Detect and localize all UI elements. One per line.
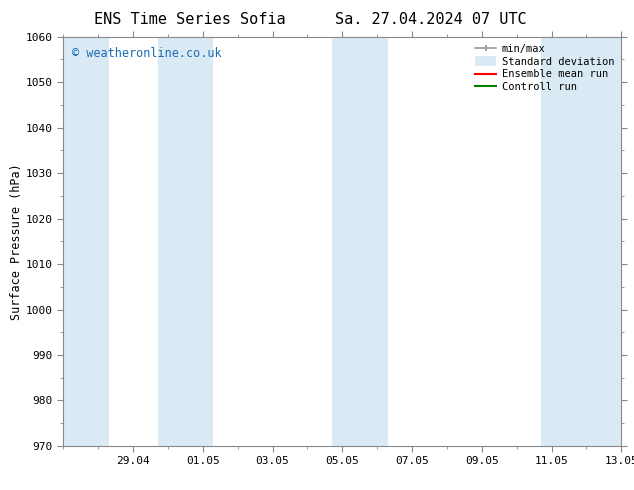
- Bar: [157, 37, 213, 446]
- Text: Sa. 27.04.2024 07 UTC: Sa. 27.04.2024 07 UTC: [335, 12, 527, 27]
- Bar: [541, 37, 621, 446]
- Legend: min/max, Standard deviation, Ensemble mean run, Controll run: min/max, Standard deviation, Ensemble me…: [474, 42, 616, 94]
- Y-axis label: Surface Pressure (hPa): Surface Pressure (hPa): [10, 163, 23, 319]
- Bar: [63, 37, 109, 446]
- Bar: [332, 37, 388, 446]
- Text: © weatheronline.co.uk: © weatheronline.co.uk: [72, 47, 221, 60]
- Text: ENS Time Series Sofia: ENS Time Series Sofia: [94, 12, 286, 27]
